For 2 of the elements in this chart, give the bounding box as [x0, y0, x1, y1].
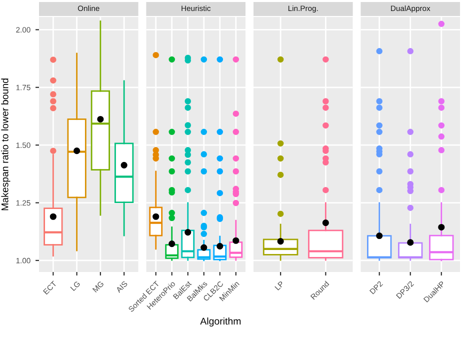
- x-axis-title: Algorithm: [200, 317, 241, 327]
- y-axis-title: Makespan ratio to lower bound: [1, 78, 10, 210]
